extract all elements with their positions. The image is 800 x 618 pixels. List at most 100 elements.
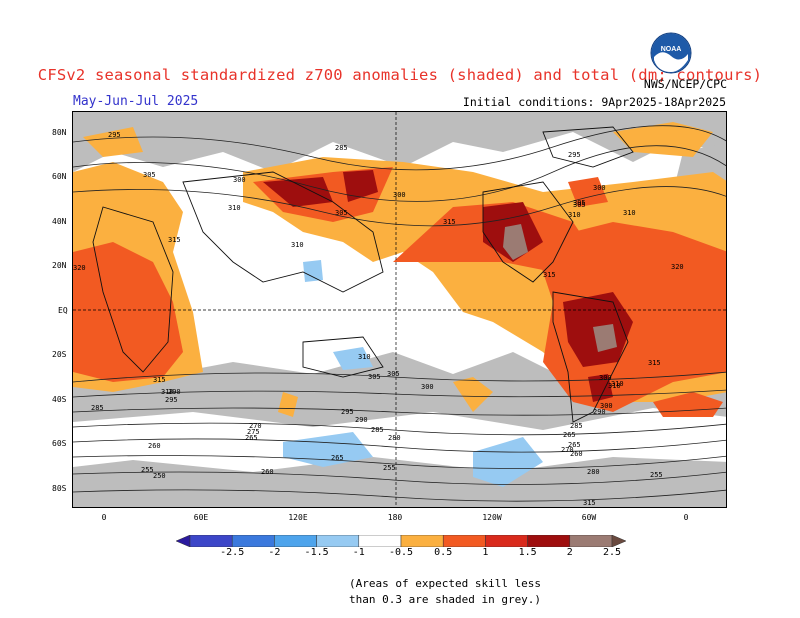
contour-label: 305: [387, 370, 400, 378]
contour-label: 265: [563, 431, 576, 439]
colorbar-segment: [316, 535, 360, 547]
contour-label: 315: [153, 376, 166, 384]
colorbar-label: 2.5: [602, 547, 622, 558]
anomaly-map: 295 285 295 305 300 300 305 310 310 315 …: [72, 111, 727, 508]
initial-conditions: Initial conditions: 9Apr2025-18Apr2025: [462, 95, 726, 109]
lat-label: 40S: [52, 395, 67, 404]
colorbar-segment: [358, 535, 402, 547]
contour-label: 305: [573, 201, 586, 209]
colorbar-segment: [569, 535, 613, 547]
anomaly-map-canvas: 295 285 295 305 300 300 305 310 310 315 …: [73, 112, 726, 507]
lon-label: 60E: [193, 513, 209, 522]
contour-label: 265: [245, 434, 258, 442]
lat-label: 20S: [52, 350, 67, 359]
contour-label: 285: [335, 144, 348, 152]
colorbar-label: 1: [482, 547, 489, 558]
contour-label: 305: [335, 209, 348, 217]
colorbar-label: 2: [566, 547, 573, 558]
colorbar-label: 1.5: [518, 547, 537, 558]
contour-label: 300: [421, 383, 434, 391]
contour-label: 315: [648, 359, 661, 367]
skill-note: (Areas of expected skill less than 0.3 a…: [349, 576, 541, 608]
skill-note-line: than 0.3 are shaded in grey.): [349, 593, 542, 606]
height-contours: [73, 125, 726, 502]
contour-label: 285: [570, 422, 583, 430]
lon-label: 180: [387, 513, 403, 522]
contour-label: 255: [141, 466, 154, 474]
lat-label: 60S: [52, 439, 67, 448]
forecast-period: May-Jun-Jul 2025: [73, 94, 199, 109]
contour-label: 295: [108, 131, 121, 139]
contour-label: 310: [611, 380, 624, 388]
lat-label: 60N: [52, 172, 67, 181]
colorbar-label: -1.5: [304, 547, 329, 558]
contour-label: 320: [671, 263, 684, 271]
contour-label: 315: [543, 271, 556, 279]
lon-label: 120E: [288, 513, 308, 522]
contour-label: 295: [568, 151, 581, 159]
contour-label: 280: [587, 468, 600, 476]
contour-label: 295: [165, 396, 178, 404]
colorbar-segment: [442, 535, 486, 547]
agency-label: NWS/NCEP/CPC: [643, 77, 727, 91]
contour-label: 310: [291, 241, 304, 249]
colorbar-label: -2: [268, 547, 281, 558]
colorbar-segment: [611, 535, 626, 547]
contour-label: 310: [358, 353, 371, 361]
contour-label: 300: [593, 184, 606, 192]
contour-label: 310: [608, 382, 621, 390]
contour-label: 315: [168, 236, 181, 244]
contour-label: 260: [570, 450, 583, 458]
contour-label: 310: [568, 211, 581, 219]
colorbar-label: -2.5: [220, 547, 245, 558]
lat-label: 40N: [52, 217, 67, 226]
contour-label: 255: [650, 471, 663, 479]
contour-label: 270: [249, 422, 262, 430]
contour-label: 300: [393, 191, 406, 199]
coastlines: [92, 126, 634, 423]
contour-label: 310: [228, 204, 241, 212]
colorbar-segment: [274, 535, 317, 547]
contour-label: 285: [371, 426, 384, 434]
contour-label: 275: [247, 428, 260, 436]
reference-lines: [73, 112, 726, 507]
contour-label: 310: [161, 388, 174, 396]
lon-label: 0: [101, 513, 107, 522]
map-title: CFSv2 seasonal standardized z700 anomali…: [37, 66, 763, 84]
noaa-logo-icon: NOAA: [650, 32, 692, 74]
lon-label: 60W: [581, 513, 597, 522]
lat-label: EQ: [58, 306, 68, 315]
colorbar-label: 0.5: [434, 547, 453, 558]
contour-label: 290: [355, 416, 368, 424]
color-bar: [176, 535, 626, 547]
colorbar-segment: [231, 535, 275, 547]
contour-label: 305: [573, 199, 586, 207]
negative-anomalies: [283, 260, 543, 487]
skill-note-line: (Areas of expected skill less: [349, 577, 542, 590]
noaa-logo-text: NOAA: [661, 46, 682, 53]
colorbar-segment: [400, 535, 444, 547]
contour-label: 290: [593, 408, 606, 416]
anomaly-2-2.5: [593, 324, 617, 352]
contour-label: 295: [341, 408, 354, 416]
contour-label: 305: [368, 373, 381, 381]
contour-label: 260: [148, 442, 161, 450]
anomaly-2-2.5: [503, 224, 528, 260]
contour-label: 300: [599, 374, 612, 382]
lon-label: 0: [683, 513, 689, 522]
lat-label: 20N: [52, 261, 67, 270]
contour-label: 250: [153, 472, 166, 480]
contour-label: 265: [568, 441, 581, 449]
contour-label: 265: [331, 454, 344, 462]
contour-label: 320: [73, 264, 86, 272]
contour-label: 315: [443, 218, 456, 226]
contour-label: 260: [261, 468, 274, 476]
colorbar-segment: [176, 535, 191, 547]
colorbar-segment: [527, 535, 571, 547]
contour-label: 305: [143, 171, 156, 179]
contour-label: 270: [561, 446, 574, 454]
contour-label: 290: [168, 388, 181, 396]
contour-label: 315: [583, 499, 596, 507]
lat-label: 80N: [52, 128, 67, 137]
lon-label: 120W: [482, 513, 502, 522]
